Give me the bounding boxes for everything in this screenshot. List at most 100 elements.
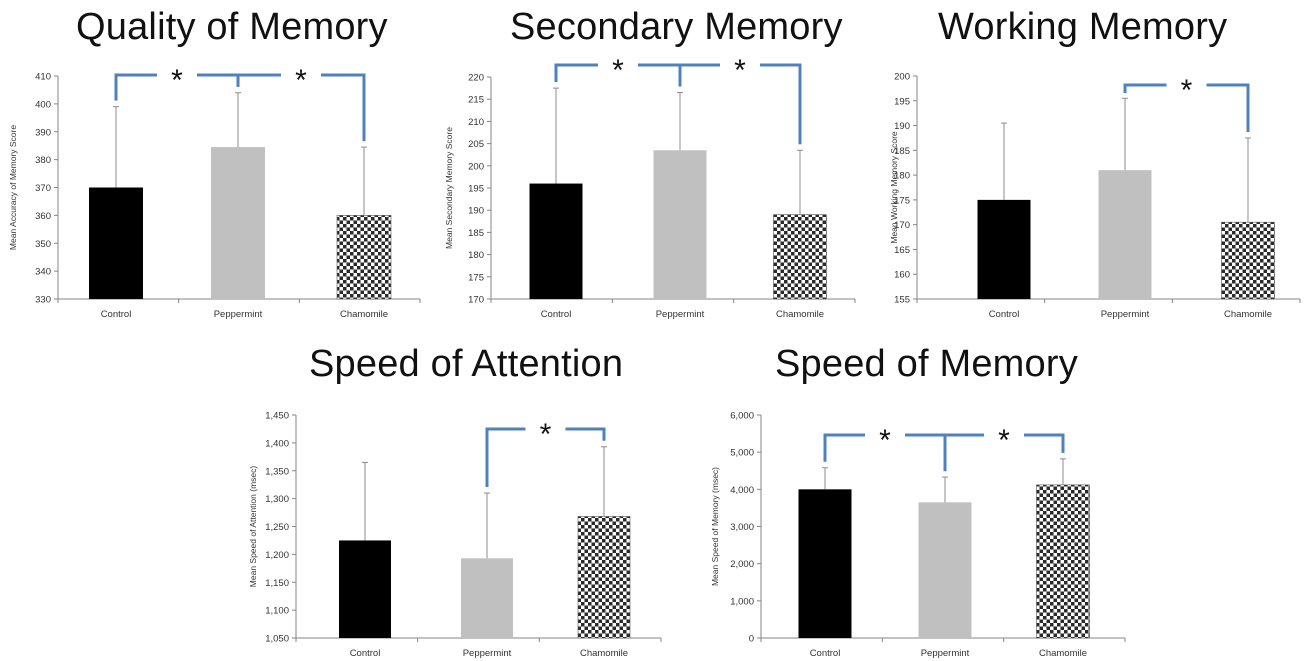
- bar-chamomile: [1036, 484, 1090, 639]
- y-tick-label: 195: [894, 96, 910, 107]
- bar-chamomile: [1221, 221, 1275, 300]
- significance-star: *: [1181, 74, 1193, 107]
- x-tick-label-chamomile: Chamomile: [1224, 309, 1272, 320]
- y-tick-label: 330: [35, 295, 51, 306]
- y-axis-label: Mean Speed of Attention (msec): [248, 466, 258, 588]
- y-tick-label: 160: [894, 270, 910, 281]
- chart-title-speed-of-memory: Speed of Memory: [775, 343, 1078, 385]
- y-tick-label: 210: [468, 117, 484, 128]
- y-tick-label: 200: [468, 161, 484, 172]
- y-tick-label: 380: [35, 155, 51, 166]
- y-tick-label: 175: [468, 272, 484, 283]
- x-tick-label-peppermint: Peppermint: [921, 648, 970, 659]
- chart-title-secondary-memory: Secondary Memory: [510, 6, 843, 48]
- x-tick-label-control: Control: [350, 648, 381, 659]
- x-tick-label-peppermint: Peppermint: [463, 648, 512, 659]
- y-tick-label: 170: [894, 220, 910, 231]
- y-axis-label: Mean Secondary Memory Score: [444, 127, 454, 249]
- y-tick-label: 360: [35, 211, 51, 222]
- y-axis-label: Mean Working Memory Score: [889, 131, 899, 244]
- y-tick-label: 220: [468, 73, 484, 84]
- bar-control: [529, 183, 583, 299]
- y-tick-label: 390: [35, 127, 51, 138]
- y-tick-label: 1,100: [265, 606, 289, 617]
- bar-chamomile: [773, 214, 827, 300]
- chart-2: 155 160 165 170 175 180 185 190 195 200 Mean Worki…: [889, 72, 1301, 320]
- y-tick-label: 400: [35, 99, 51, 110]
- bar-control: [339, 540, 391, 638]
- y-tick-label: 180: [894, 171, 910, 182]
- significance-star: *: [879, 424, 891, 457]
- x-tick-label-control: Control: [101, 309, 132, 320]
- x-tick-label-chamomile: Chamomile: [1039, 648, 1087, 659]
- chart-title-working-memory: Working Memory: [938, 6, 1228, 48]
- y-tick-label: 1,250: [265, 522, 289, 533]
- y-tick-label: 1,450: [265, 411, 289, 422]
- x-tick-label-peppermint: Peppermint: [214, 309, 263, 320]
- chart-title-speed-of-attention: Speed of Attention: [309, 343, 624, 385]
- chart-0: 330 340 350 360 370 380 390 400 410 Mean Accuracy…: [8, 64, 421, 320]
- y-tick-label: 340: [35, 267, 51, 278]
- significance-bracket: [1123, 83, 1250, 132]
- y-tick-label: 185: [894, 146, 910, 157]
- bar-peppermint: [918, 502, 972, 638]
- x-tick-label-control: Control: [989, 309, 1020, 320]
- y-tick-label: 4,000: [730, 485, 754, 496]
- x-tick-label-chamomile: Chamomile: [580, 648, 628, 659]
- y-tick-label: 1,200: [265, 550, 289, 561]
- bar-peppermint: [211, 147, 265, 299]
- y-tick-label: 5,000: [730, 448, 754, 459]
- chart-1: 170 175 180 185 190 195 200 205 210 215 220 Mean Se…: [444, 54, 856, 320]
- bar-control: [977, 199, 1031, 299]
- y-tick-label: 185: [468, 228, 484, 239]
- bar-peppermint: [653, 150, 707, 299]
- charts-layer: 330 340 350 360 370 380 390 400 410 Mean Accuracy…: [8, 54, 1301, 659]
- significance-star: *: [171, 64, 183, 97]
- y-tick-label: 410: [35, 72, 51, 83]
- bar-control: [89, 187, 143, 299]
- y-tick-label: 1,050: [265, 634, 289, 645]
- significance-star: *: [540, 418, 552, 451]
- y-tick-label: 190: [894, 121, 910, 132]
- chart-4: 0 1,000 2,000 3,000 4,000 5,000 6,000 Mean Spee…: [710, 411, 1126, 659]
- chart-3: 1,050 1,100 1,150 1,200 1,250 1,300 1,350 1,400…: [248, 411, 662, 659]
- significance-star: *: [734, 54, 746, 87]
- y-tick-label: 170: [468, 295, 484, 306]
- y-tick-label: 155: [894, 295, 910, 306]
- bar-peppermint: [1098, 170, 1152, 299]
- y-tick-label: 180: [468, 250, 484, 261]
- y-tick-label: 1,300: [265, 494, 289, 505]
- significance-star: *: [998, 424, 1010, 457]
- y-tick-label: 0: [749, 634, 754, 645]
- y-tick-label: 165: [894, 245, 910, 256]
- chart-title-quality-of-memory: Quality of Memory: [76, 6, 388, 48]
- significance-star: *: [612, 54, 624, 87]
- y-axis-label: Mean Accuracy of Memory Score: [8, 125, 18, 250]
- y-tick-label: 195: [468, 184, 484, 195]
- y-tick-label: 350: [35, 239, 51, 250]
- bar-chamomile: [336, 215, 392, 300]
- bar-control: [798, 489, 852, 638]
- significance-bracket: [236, 73, 366, 142]
- bar-peppermint: [461, 558, 513, 638]
- y-axis-label: Mean Speed of Memory (msec): [710, 467, 720, 586]
- significance-bracket: [678, 63, 802, 145]
- y-tick-label: 175: [894, 195, 910, 206]
- y-tick-label: 190: [468, 206, 484, 217]
- y-tick-label: 205: [468, 139, 484, 150]
- y-tick-label: 370: [35, 183, 51, 194]
- y-tick-label: 6,000: [730, 411, 754, 422]
- x-tick-label-peppermint: Peppermint: [1101, 309, 1150, 320]
- x-tick-label-control: Control: [810, 648, 841, 659]
- significance-bracket: [943, 433, 1065, 472]
- x-tick-label-peppermint: Peppermint: [656, 309, 705, 320]
- significance-bracket: [485, 427, 606, 488]
- significance-star: *: [295, 64, 307, 97]
- bar-chamomile: [577, 516, 631, 639]
- y-tick-label: 1,350: [265, 466, 289, 477]
- y-tick-label: 200: [894, 72, 910, 83]
- y-tick-label: 1,000: [730, 596, 754, 607]
- x-tick-label-chamomile: Chamomile: [340, 309, 388, 320]
- y-tick-label: 215: [468, 95, 484, 106]
